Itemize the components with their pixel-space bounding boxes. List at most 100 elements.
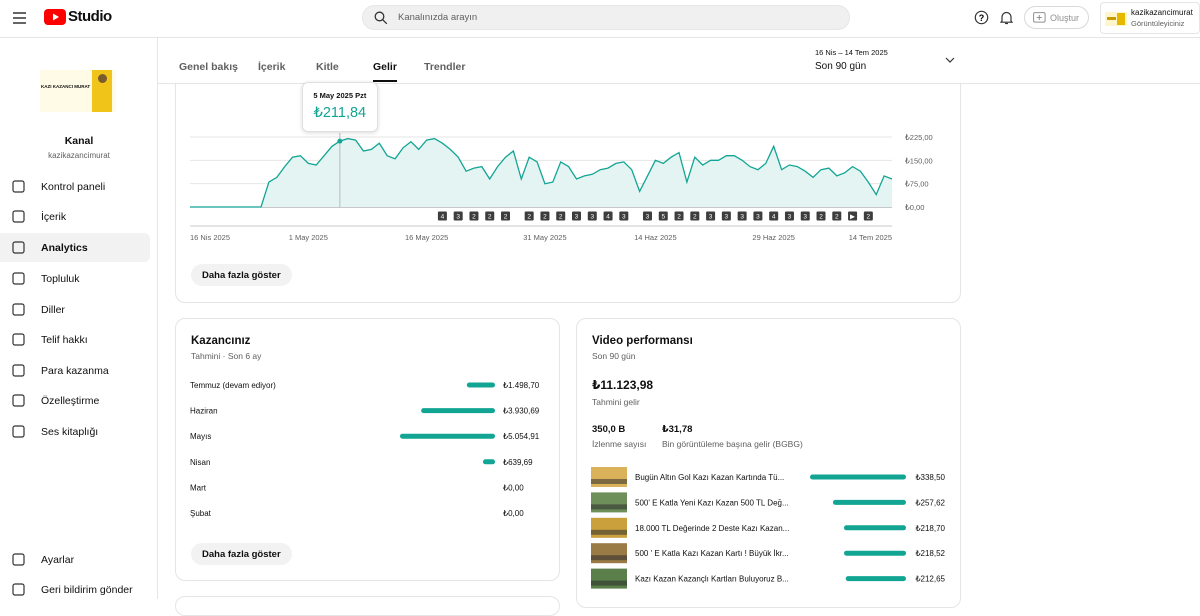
bar-category: 500' E Katla Yeni Kazı Kazan 500 TL Değ.… — [635, 498, 789, 507]
card-title: Video performansı — [592, 335, 693, 347]
nav-item[interactable]: Ayarlar — [0, 545, 150, 574]
create-button[interactable]: Oluştur — [1024, 6, 1089, 29]
icon-shape — [12, 583, 25, 596]
tab[interactable]: Kitle — [316, 61, 339, 73]
upload-marker — [658, 211, 668, 221]
nav-item[interactable]: Para kazanma — [0, 356, 150, 385]
nav-label: Geri bildirim gönder — [41, 583, 133, 596]
upload-marker — [800, 211, 810, 221]
bar-category: Haziran — [190, 407, 218, 416]
y-tick-label: ₺225,00 — [905, 133, 933, 142]
upload-marker-label: 3 — [725, 214, 729, 221]
upload-marker — [753, 211, 763, 221]
nav-item[interactable]: İçerik — [0, 202, 150, 231]
nav-item[interactable]: Topluluk — [0, 264, 150, 293]
upload-marker-label: 2 — [835, 214, 839, 221]
x-tick-label: 1 May 2025 — [289, 233, 328, 242]
nav-item[interactable]: Diller — [0, 295, 150, 324]
total-revenue: ₺11.123,98 — [592, 378, 654, 392]
chart-tooltip: 5 May 2025 Pzt ₺211,84 — [301, 82, 378, 132]
date-range[interactable]: 16 Nis – 14 Tem 2025 — [815, 48, 888, 57]
upload-marker — [642, 211, 652, 221]
upload-marker — [540, 211, 550, 221]
x-tick-label: 31 May 2025 — [523, 233, 566, 242]
upload-marker-label: 4 — [441, 214, 445, 221]
upload-marker-label: 3 — [788, 214, 792, 221]
upload-marker-label: 2 — [527, 214, 531, 221]
nav-icon — [12, 241, 25, 254]
tab[interactable]: Genel bakış — [179, 61, 238, 73]
menu-icon[interactable] — [12, 11, 28, 25]
video-thumbnail — [591, 543, 627, 564]
youtube-logo[interactable] — [44, 9, 66, 25]
show-more-button[interactable]: Daha fazla göster — [191, 543, 292, 565]
upload-marker-label: 2 — [867, 214, 871, 221]
tab[interactable]: Trendler — [424, 61, 466, 73]
account-box[interactable]: kazikazancimurat Görüntüleyiciniz — [1100, 2, 1200, 34]
bar-category: Mayıs — [190, 432, 211, 441]
nav-item[interactable]: Özelleştirme — [0, 386, 150, 415]
nav-icon — [12, 394, 25, 407]
show-more-button[interactable]: Daha fazla göster — [191, 264, 292, 286]
upload-marker — [524, 211, 534, 221]
video-performance-card: Video performansı Son 90 gün ₺11.123,98 … — [576, 318, 961, 608]
x-tick-label: 16 May 2025 — [405, 233, 448, 242]
upload-marker-label: 3 — [590, 214, 594, 221]
icon-shape — [12, 333, 25, 346]
bar-category: Bugün Altın Gol Kazı Kazan Kartında Tü..… — [635, 473, 784, 482]
upload-marker — [556, 211, 566, 221]
bar-value-label: ₺218,70 — [915, 524, 945, 533]
bar-category: Nisan — [190, 458, 210, 467]
date-period[interactable]: Son 90 gün — [815, 61, 867, 72]
top-bar: Studio Kanalınızda arayın ? Oluştur kazi… — [0, 0, 1200, 38]
nav-icon — [12, 364, 25, 377]
video-thumbnail-band — [591, 504, 627, 510]
upload-marker — [619, 211, 629, 221]
upload-marker-label: 2 — [488, 214, 492, 221]
video-thumbnail-band — [591, 580, 627, 586]
nav-item[interactable]: Ses kitaplığı — [0, 417, 150, 446]
nav-label: Telif hakkı — [41, 333, 88, 346]
search-box[interactable]: Kanalınızda arayın — [362, 5, 850, 30]
upload-marker — [501, 211, 511, 221]
upload-marker-label: 3 — [756, 214, 760, 221]
upload-marker — [706, 211, 716, 221]
tab[interactable]: İçerik — [258, 61, 286, 73]
nav-label: Ses kitaplığı — [41, 425, 99, 438]
nav-icon — [12, 425, 25, 438]
notifications-icon[interactable] — [1000, 10, 1013, 25]
bar-value-label: ₺639,69 — [503, 458, 533, 467]
tab[interactable]: Gelir — [373, 61, 397, 82]
nav-icon — [12, 180, 25, 193]
help-icon[interactable]: ? — [974, 10, 989, 25]
nav-item[interactable]: Geri bildirim gönder — [0, 575, 150, 604]
upload-marker-label: 5 — [661, 214, 665, 221]
y-tick-label: ₺150,00 — [905, 156, 933, 165]
upload-marker-label: 3 — [709, 214, 713, 221]
dropdown-chevron[interactable] — [945, 57, 955, 64]
bar-category: Temmuz (devam ediyor) — [190, 381, 276, 390]
bar — [843, 525, 906, 531]
nav-item[interactable]: Analytics — [0, 233, 150, 262]
channel-avatar[interactable]: KAZI KAZANCI MURAT — [40, 70, 116, 112]
bar — [400, 433, 495, 439]
bar-value-label: ₺212,65 — [915, 575, 945, 584]
views: 350,0 B — [592, 424, 626, 435]
bar — [832, 499, 906, 505]
upload-marker — [690, 211, 700, 221]
rpm: ₺31,78 — [662, 424, 693, 435]
nav-item[interactable]: Telif hakkı — [0, 325, 150, 354]
bar-value-label: ₺338,50 — [915, 473, 945, 482]
nav-icon — [12, 210, 25, 223]
tooltip-date: 5 May 2025 Pzt — [313, 91, 367, 100]
bar-category: Kazı Kazan Kazançlı Kartları Buluyoruz B… — [635, 575, 789, 584]
bar-value-label: ₺1.498,70 — [503, 381, 540, 390]
card-title: Kazancınız — [191, 335, 251, 347]
upload-marker-label: ▶ — [850, 214, 855, 221]
bar — [482, 459, 495, 465]
upload-marker-label: 3 — [803, 214, 807, 221]
account-name: kazikazancimurat — [1131, 8, 1193, 17]
upload-marker — [816, 211, 826, 221]
icon-shape — [12, 553, 25, 566]
nav-item[interactable]: Kontrol paneli — [0, 172, 150, 201]
